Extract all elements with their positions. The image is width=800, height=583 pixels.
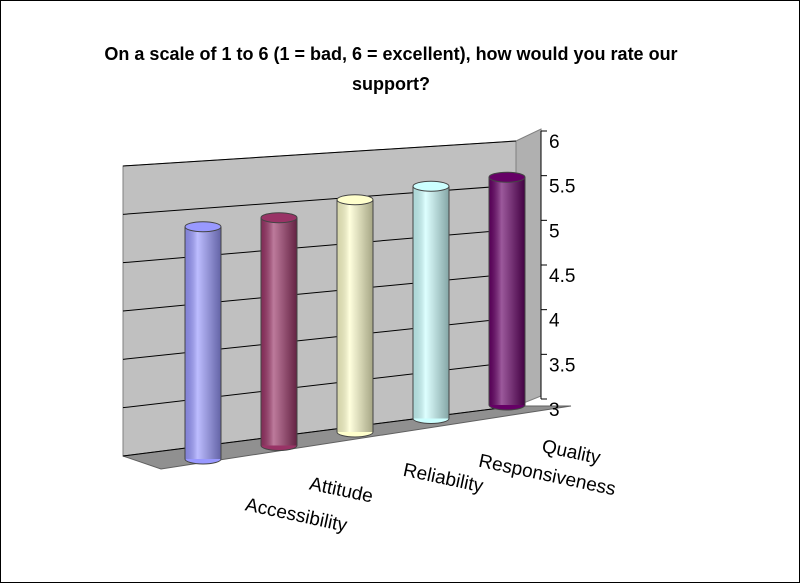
back-wall [122, 140, 517, 457]
cylinder-shade [185, 226, 221, 459]
cylinder-shade [413, 186, 449, 419]
grid-line [122, 184, 517, 215]
cylinder-shade [261, 217, 297, 446]
cylinder-shade [489, 177, 525, 405]
y-tick-label: 5 [549, 221, 560, 242]
cylinder-top [488, 171, 526, 183]
y-tick-label: 3 [549, 400, 560, 421]
y-tick-label: 3.5 [549, 355, 575, 376]
grid-line [122, 140, 517, 167]
x-tick-label: Quality [540, 436, 603, 469]
x-tick-label: Attitude [307, 474, 374, 508]
x-tick-label: Reliability [401, 460, 485, 498]
cylinder-shade [337, 199, 373, 432]
x-tick-label: Accessibility [243, 494, 349, 536]
y-tick-label: 5.5 [549, 177, 575, 198]
cylinder-top [412, 180, 450, 192]
cylinder-top [184, 221, 222, 233]
y-tick-label: 6 [549, 132, 560, 153]
cylinder-top [260, 212, 298, 224]
y-tick-label: 4 [549, 311, 560, 332]
chart-title: On a scale of 1 to 6 (1 = bad, 6 = excel… [104, 44, 678, 94]
cylinder-top [336, 194, 374, 206]
y-tick-label: 4.5 [549, 266, 575, 287]
